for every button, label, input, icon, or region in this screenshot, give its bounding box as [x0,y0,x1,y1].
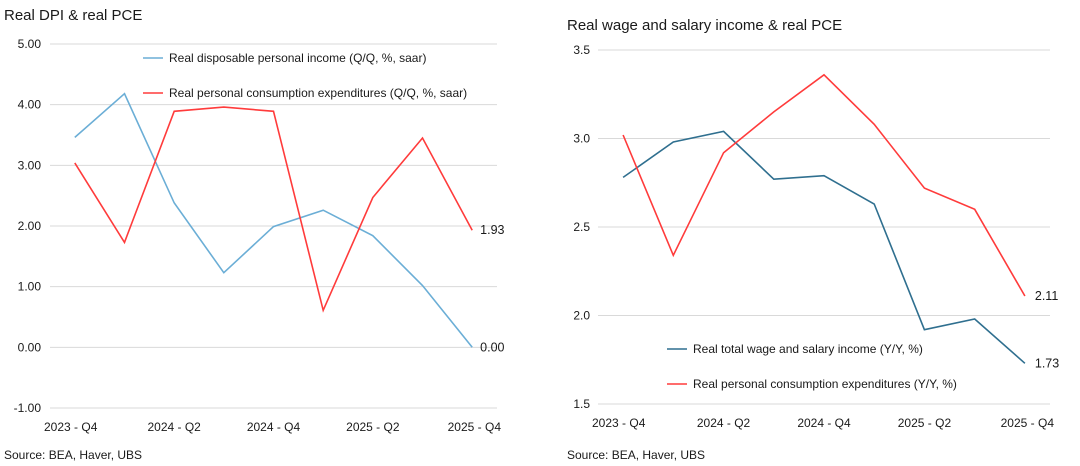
legend-label: Real personal consumption expenditures (… [169,86,467,100]
legend-label: Real personal consumption expenditures (… [693,377,957,391]
legend-label: Real disposable personal income (Q/Q, %,… [169,51,426,65]
y-tick-label: 0.00 [18,340,42,354]
y-tick-label: 4.00 [18,98,42,112]
series-line-1 [622,130,1026,364]
series-line-1 [74,92,473,348]
x-tick-label: 2024 - Q2 [147,420,201,434]
y-tick-label: 2.0 [573,309,590,323]
x-tick-label: 2025 - Q4 [448,420,502,434]
x-tick-label: 2024 - Q2 [697,416,751,430]
series-line-2 [622,73,1026,297]
x-tick-label: 2024 - Q4 [797,416,851,430]
y-tick-label: 2.00 [18,219,42,233]
x-tick-label: 2025 - Q2 [346,420,400,434]
source-note: Source: BEA, Haver, UBS [4,448,142,462]
series-line-2 [74,106,473,313]
legend-label: Real total wage and salary income (Y/Y, … [693,342,923,356]
dpi-pce-chart-panel: Real DPI & real PCE -1.00 0.00 1.00 2.00 3.00… [0,0,530,466]
x-tick-label: 2023 - Q4 [44,420,98,434]
y-tick-label: 2.5 [573,220,590,234]
y-tick-label: 1.00 [18,280,42,294]
y-tick-label: 3.5 [573,43,590,57]
x-tick-label: 2025 - Q4 [1001,416,1055,430]
x-tick-label: 2023 - Q4 [592,416,646,430]
end-value-label: 0.00 [480,340,504,354]
end-value-label: 2.11 [1035,289,1058,303]
y-tick-label: 1.5 [573,397,590,411]
y-tick-label: 3.0 [573,132,590,146]
x-tick-label: 2025 - Q2 [898,416,952,430]
chart-title: Real DPI & real PCE [4,7,142,24]
y-tick-label: -1.00 [14,401,42,415]
wage-pce-chart-panel: Real wage and salary income & real PCE 1.… [540,0,1080,466]
x-tick-label: 2024 - Q4 [247,420,301,434]
source-note: Source: BEA, Haver, UBS [567,448,705,462]
dpi-pce-chart: Real DPI & real PCE -1.00 0.00 1.00 2.00 3.00… [4,7,505,462]
end-value-label: 1.73 [1035,356,1059,370]
y-tick-label: 3.00 [18,158,42,172]
wage-pce-chart: Real wage and salary income & real PCE 1.… [567,17,1059,462]
y-tick-label: 5.00 [18,37,42,51]
end-value-label: 1.93 [480,223,504,237]
chart-title: Real wage and salary income & real PCE [567,17,842,34]
